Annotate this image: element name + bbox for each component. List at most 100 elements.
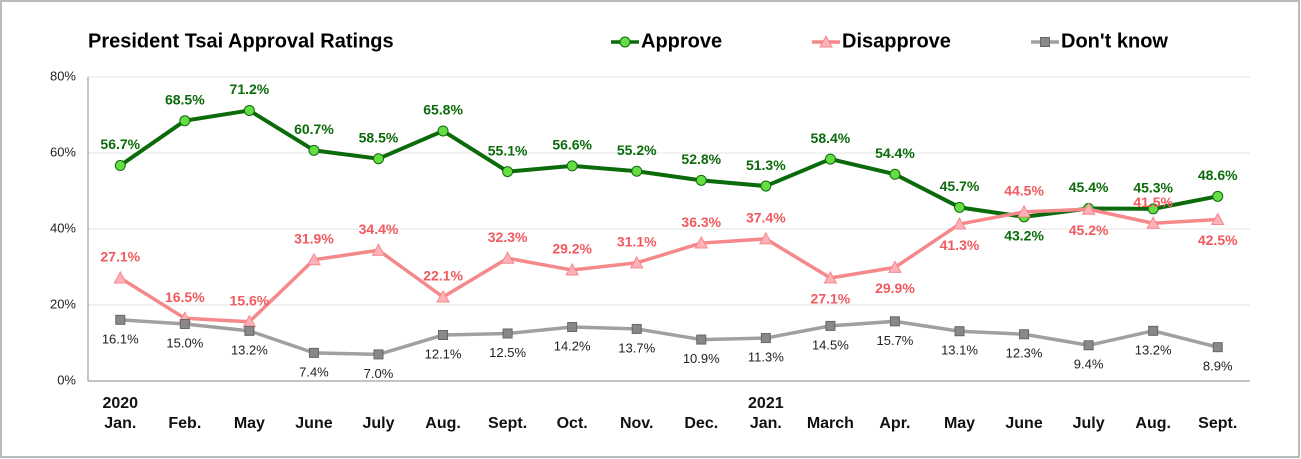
data-label: 14.5% xyxy=(812,337,849,352)
data-label: 10.9% xyxy=(683,351,720,366)
marker xyxy=(819,34,833,48)
marker xyxy=(1040,37,1050,47)
chart-title: President Tsai Approval Ratings xyxy=(88,30,394,52)
data-label: 12.5% xyxy=(489,345,526,360)
marker xyxy=(1210,212,1225,225)
series-line xyxy=(120,318,1219,357)
x-tick-label: July xyxy=(362,415,394,432)
y-tick-label: 40% xyxy=(50,220,76,235)
x-tick-label: Dec. xyxy=(684,415,718,432)
x-tick-label: Sept. xyxy=(1198,415,1237,432)
marker xyxy=(371,243,386,256)
data-label: 14.2% xyxy=(554,338,591,353)
marker xyxy=(1019,329,1030,340)
data-label: 12.1% xyxy=(425,346,462,361)
y-tick-label: 60% xyxy=(50,144,76,159)
marker xyxy=(1212,342,1223,353)
x-tick-label: Aug. xyxy=(425,415,461,432)
x-tick-label: June xyxy=(295,415,332,432)
x-tick-label: May xyxy=(944,415,975,432)
marker xyxy=(179,319,190,329)
legend-label: Disapprove xyxy=(842,30,951,52)
marker xyxy=(889,316,900,327)
y-tick-label: 0% xyxy=(57,372,76,387)
data-label: 54.4% xyxy=(875,145,915,161)
x-tick-label: Jan. xyxy=(104,415,136,432)
data-label: 41.5% xyxy=(1133,194,1173,210)
marker xyxy=(954,326,965,337)
data-label: 44.5% xyxy=(1004,183,1044,199)
marker xyxy=(373,153,384,165)
data-label: 15.0% xyxy=(166,335,203,350)
year-label: 2021 xyxy=(748,395,784,412)
data-label: 45.7% xyxy=(940,178,980,194)
x-tick-label: May xyxy=(234,415,265,432)
marker xyxy=(565,262,580,276)
marker xyxy=(502,166,514,178)
data-label: 68.5% xyxy=(165,91,205,107)
data-label: 43.2% xyxy=(1004,228,1044,244)
marker xyxy=(631,323,642,334)
marker xyxy=(888,260,902,273)
data-label: 36.3% xyxy=(681,214,721,230)
data-label: 56.6% xyxy=(552,137,592,153)
marker xyxy=(436,289,450,303)
marker xyxy=(179,115,191,127)
data-label: 58.4% xyxy=(811,130,851,146)
data-label: 15.6% xyxy=(230,292,270,308)
data-label: 7.4% xyxy=(299,364,329,379)
data-label: 71.2% xyxy=(230,81,270,97)
marker xyxy=(696,334,707,345)
marker xyxy=(758,231,773,245)
marker xyxy=(567,322,578,333)
x-tick-label: Aug. xyxy=(1135,415,1171,432)
data-label: 22.1% xyxy=(423,268,463,284)
data-label: 45.2% xyxy=(1069,222,1109,238)
marker xyxy=(1017,204,1031,218)
data-label: 55.2% xyxy=(617,142,657,158)
x-tick-label: Sept. xyxy=(488,415,527,432)
marker xyxy=(619,36,631,48)
marker xyxy=(823,270,838,284)
marker xyxy=(760,180,772,192)
marker xyxy=(502,328,513,339)
marker xyxy=(631,165,643,177)
marker xyxy=(115,314,126,325)
x-tick-label: Nov. xyxy=(620,415,653,432)
data-label: 13.1% xyxy=(941,343,978,358)
data-label: 45.4% xyxy=(1069,179,1109,195)
data-label: 31.1% xyxy=(617,234,657,250)
marker xyxy=(1146,216,1161,229)
marker xyxy=(114,160,126,172)
marker xyxy=(308,347,319,358)
y-tick-label: 80% xyxy=(50,68,76,83)
marker xyxy=(825,320,836,331)
marker xyxy=(952,217,967,230)
marker xyxy=(760,333,771,344)
data-label: 34.4% xyxy=(359,221,399,237)
marker xyxy=(694,236,709,249)
data-label: 11.3% xyxy=(748,349,784,364)
data-label: 7.0% xyxy=(364,366,394,381)
marker xyxy=(1212,190,1224,202)
data-label: 58.5% xyxy=(359,129,399,145)
data-label: 48.6% xyxy=(1198,167,1238,183)
data-label: 16.1% xyxy=(102,331,139,346)
marker xyxy=(889,168,901,180)
data-label: 56.7% xyxy=(100,136,140,152)
data-label: 13.7% xyxy=(618,340,655,355)
marker xyxy=(500,251,515,264)
data-label: 9.4% xyxy=(1074,357,1104,372)
data-label: 37.4% xyxy=(746,210,786,226)
data-label: 8.9% xyxy=(1203,359,1233,374)
marker xyxy=(113,270,128,284)
marker xyxy=(373,349,384,360)
x-tick-label: June xyxy=(1005,415,1042,432)
data-label: 31.9% xyxy=(294,230,334,246)
marker xyxy=(307,252,321,266)
data-label: 29.9% xyxy=(875,280,915,296)
data-label: 12.3% xyxy=(1006,346,1043,361)
data-label: 16.5% xyxy=(165,289,205,305)
data-label: 15.7% xyxy=(877,333,914,348)
